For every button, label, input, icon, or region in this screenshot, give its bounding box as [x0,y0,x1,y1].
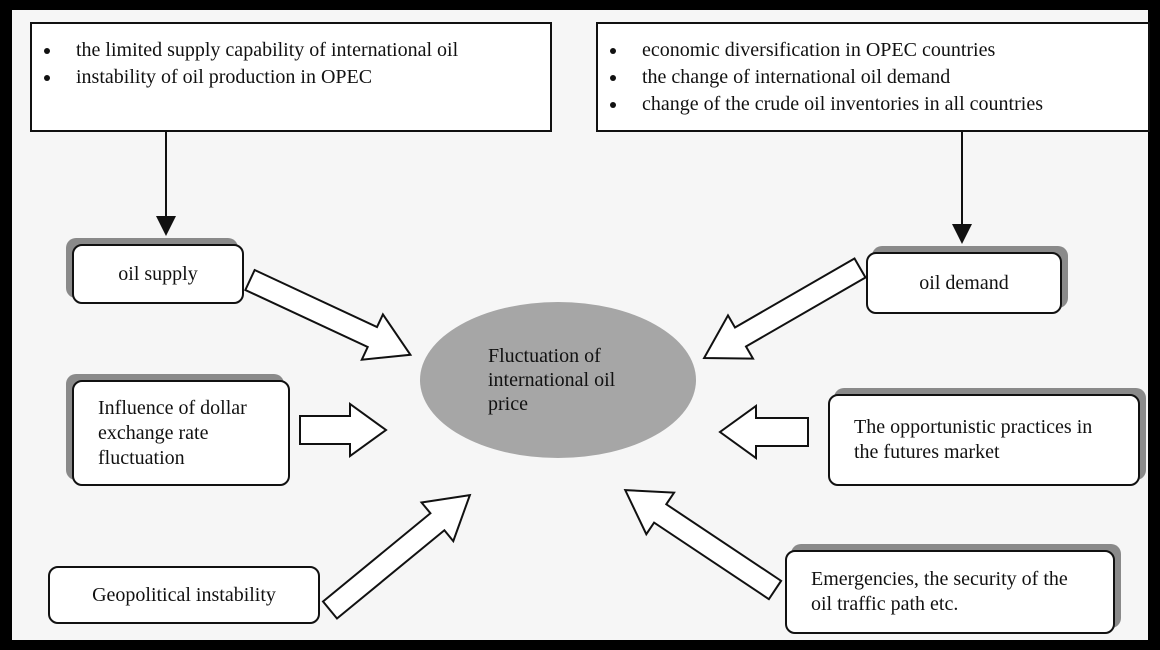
center-label: Fluctuation of international oil price [488,345,616,415]
node: Influence of dollar exchange rate fluctu… [72,380,290,486]
supply-factor: the limited supply capability of interna… [62,38,540,63]
node: Emergencies, the security of the oil tra… [785,550,1115,634]
node: The opportunistic practices in the futur… [828,394,1140,486]
demand-factor: the change of international oil demand [628,65,1142,90]
hollow-arrow [321,493,472,620]
supply-factor: instability of oil production in OPEC [62,65,540,90]
node-label: Emergencies, the security of the oil tra… [811,568,1068,615]
node-label: Influence of dollar exchange rate fluctu… [98,396,247,469]
hollow-arrow [702,257,867,360]
supply-factors-box: the limited supply capability of interna… [30,22,552,132]
node-label: The opportunistic practices in the futur… [854,416,1093,463]
node: Geopolitical instability [48,566,320,624]
hollow-arrow [244,268,413,361]
node-label: Geopolitical instability [92,583,276,606]
node: oil demand [866,252,1062,314]
demand-factors-box: economic diversification in OPEC countri… [596,22,1150,132]
demand-factors-list: economic diversification in OPEC countri… [598,38,1142,117]
node: oil supply [72,244,244,304]
demand-factor: change of the crude oil inventories in a… [628,92,1142,117]
supply-factors-list: the limited supply capability of interna… [32,38,540,90]
hollow-arrow [623,489,783,601]
demand-factor: economic diversification in OPEC countri… [628,38,1142,63]
node-label: oil demand [919,271,1009,294]
center-ellipse: Fluctuation of international oil price [420,302,696,458]
node-label: oil supply [118,262,198,285]
hollow-arrow [718,404,809,460]
hollow-arrow [299,402,388,458]
